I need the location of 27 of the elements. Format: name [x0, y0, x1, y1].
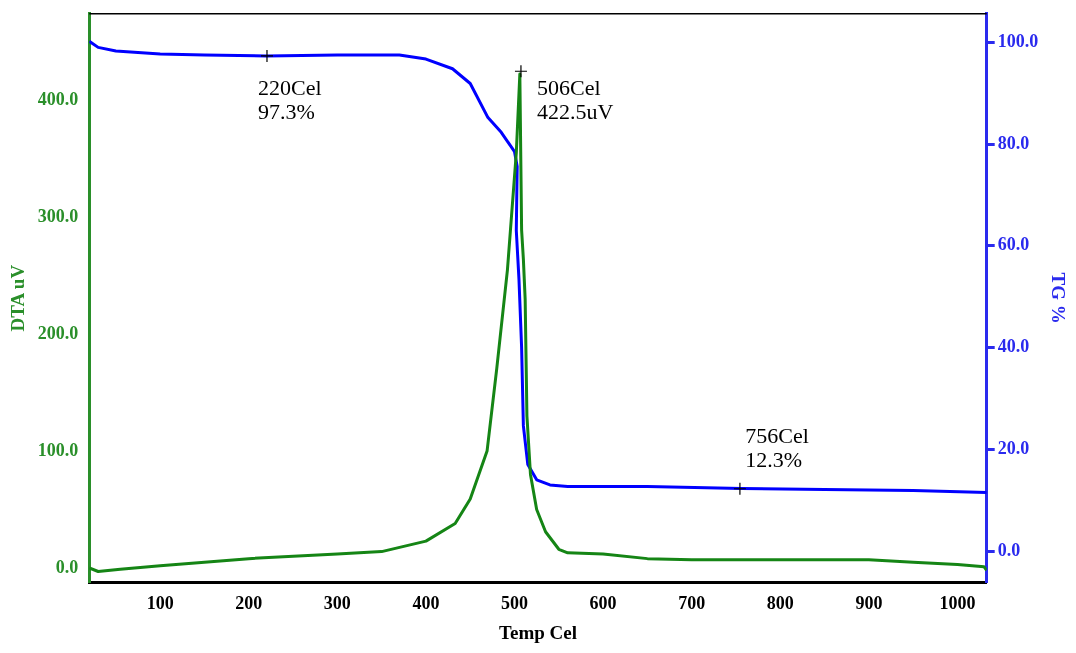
- x-tick-label: 600: [589, 593, 617, 614]
- x-tick-label: 300: [323, 593, 351, 614]
- x-tick-label: 700: [678, 593, 706, 614]
- y-tick-label: 300.0: [37, 205, 79, 226]
- x-tick-label: 200: [235, 593, 263, 614]
- y-tick-label: 0.0: [55, 556, 79, 577]
- x-axis-title: Temp Cel: [499, 621, 577, 643]
- y-tick-label: 100.0: [37, 439, 79, 460]
- y2-axis-title: TG %: [1047, 272, 1069, 324]
- y2-tick-label: 20.0: [997, 437, 1030, 458]
- y2-tick-label: 40.0: [997, 336, 1030, 357]
- y2-tick-label: 0.0: [997, 539, 1021, 560]
- y2-tick-label: 100.0: [997, 30, 1039, 51]
- y-tick-label: 200.0: [37, 322, 79, 343]
- x-tick-label: 400: [412, 593, 440, 614]
- y2-tick-label: 60.0: [997, 234, 1030, 255]
- annotation: 756Cel 12.3%: [745, 422, 809, 472]
- x-tick-label: 500: [501, 593, 529, 614]
- x-tick-label: 1000: [939, 593, 976, 614]
- annotation: 506Cel 422.5uV: [537, 75, 614, 125]
- x-tick-label: 800: [766, 593, 794, 614]
- y-axis-title: DTA uV: [7, 264, 29, 332]
- x-tick-label: 100: [146, 593, 174, 614]
- y-tick-label: 400.0: [37, 88, 79, 109]
- annotation: 220Cel 97.3%: [258, 75, 322, 125]
- y2-tick-label: 80.0: [997, 132, 1030, 153]
- x-tick-label: 900: [855, 593, 883, 614]
